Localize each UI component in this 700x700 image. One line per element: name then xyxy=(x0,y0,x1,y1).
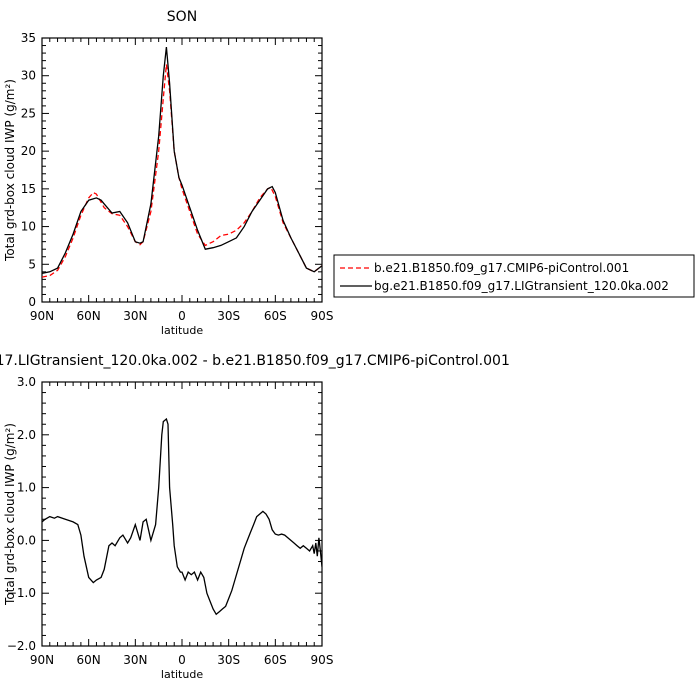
panel2-x-tick-label: 30S xyxy=(217,653,240,667)
panel1-x-tick-label: 90S xyxy=(311,309,334,323)
panel1-y-tick-label: 35 xyxy=(21,31,36,45)
panel1-y-tick-label: 5 xyxy=(28,257,36,271)
panel2-x-tick-label: 90N xyxy=(30,653,54,667)
panel2-title: bg.e21.B1850.f09_g17.LIGtransient_120.0k… xyxy=(0,353,510,369)
panel2-x-tick-label: 60N xyxy=(77,653,101,667)
panel2-x-tick-label: 30N xyxy=(123,653,147,667)
panel1-y-tick-label: 20 xyxy=(21,144,36,158)
panel2-y-tick-label: 0.0 xyxy=(17,533,36,547)
panel1-frame xyxy=(41,37,323,303)
panel1-y-axis-label: Total grd-box cloud IWP (g/m²) xyxy=(3,79,17,262)
panel1-x-tick-label: 0 xyxy=(178,309,186,323)
legend-entry-2: bg.e21.B1850.f09_g17.LIGtransient_120.0k… xyxy=(374,279,669,293)
panel1-y-tick-label: 10 xyxy=(21,220,36,234)
panel1-y-tick-label: 30 xyxy=(21,69,36,83)
panel2-x-tick-label: 0 xyxy=(178,653,186,667)
panel2-y-tick-label: −1.0 xyxy=(7,586,36,600)
panel1-x-tick-label: 90N xyxy=(30,309,54,323)
panel1-series-1-line xyxy=(42,64,322,278)
panel2-plot xyxy=(41,381,323,647)
panel2-y-tick-label: −2.0 xyxy=(7,639,36,653)
panel1-x-tick-label: 60N xyxy=(77,309,101,323)
panel2-series-1-line xyxy=(42,417,322,616)
panel1-plot xyxy=(41,37,323,303)
legend-box xyxy=(333,254,695,298)
panel1-x-tick-label: 30S xyxy=(217,309,240,323)
panel2-y-tick-label: 3.0 xyxy=(17,375,36,389)
legend-entry-1: b.e21.B1850.f09_g17.CMIP6-piControl.001 xyxy=(374,261,629,275)
legend xyxy=(333,254,695,298)
panel2-y-tick-label: 2.0 xyxy=(17,428,36,442)
panel2-y-axis-label: Total grd-box cloud IWP (g/m²) xyxy=(3,423,17,606)
panel1-title: SON xyxy=(167,9,197,25)
panel1-x-tick-label: 30N xyxy=(123,309,147,323)
panel2-x-axis-label: latitude xyxy=(161,668,203,681)
panel1-y-tick-label: 25 xyxy=(21,106,36,120)
panel1-series-2-line xyxy=(42,47,322,274)
panel2-frame xyxy=(41,381,323,647)
panel1-x-tick-label: 60S xyxy=(264,309,287,323)
panel1-y-tick-label: 15 xyxy=(21,182,36,196)
panel2-x-tick-label: 60S xyxy=(264,653,287,667)
panel2-x-tick-label: 90S xyxy=(311,653,334,667)
panel1-y-tick-label: 0 xyxy=(28,295,36,309)
panel2-y-tick-label: 1.0 xyxy=(17,481,36,495)
panel1-x-axis-label: latitude xyxy=(161,324,203,337)
